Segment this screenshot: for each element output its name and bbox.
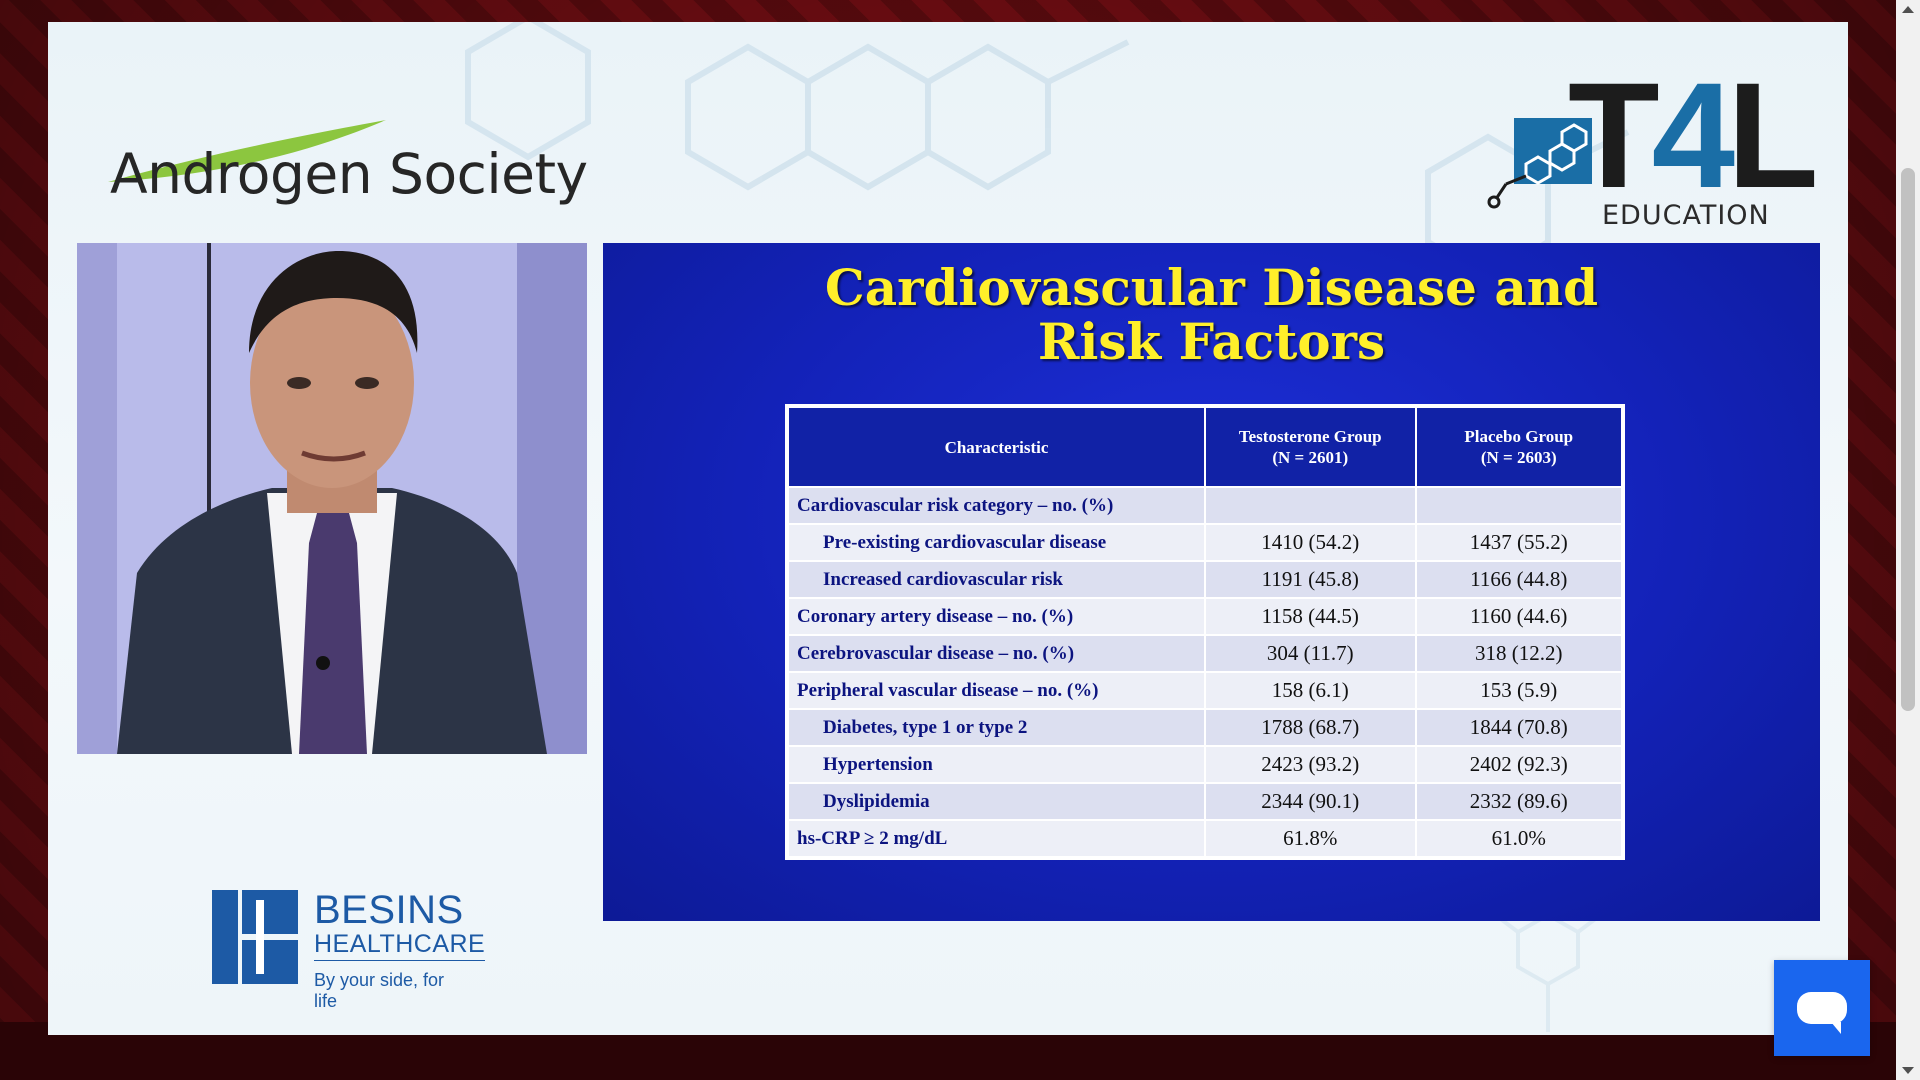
placebo-value: 318 (12.2) bbox=[1414, 634, 1623, 673]
row-label: Hypertension bbox=[787, 745, 1206, 784]
besins-name: BESINS bbox=[314, 888, 464, 932]
testosterone-value: 158 (6.1) bbox=[1204, 671, 1417, 710]
row-label: Cardiovascular risk category – no. (%) bbox=[787, 486, 1206, 525]
table-row: hs-CRP ≥ 2 mg/dL 61.8% 61.0% bbox=[787, 819, 1623, 858]
table-row: Pre-existing cardiovascular disease 1410 … bbox=[787, 523, 1623, 562]
speaker-figure bbox=[77, 243, 587, 754]
besins-healthcare-logo: BESINS HEALTHCARE By your side, for life bbox=[212, 888, 486, 1011]
testosterone-value: 304 (11.7) bbox=[1204, 634, 1417, 673]
placebo-value bbox=[1414, 486, 1623, 525]
testosterone-value: 1158 (44.5) bbox=[1204, 597, 1417, 636]
slide-title-line1: Cardiovascular Disease and bbox=[824, 258, 1599, 317]
risk-factors-table: Characteristic Testosterone Group (N = 2… bbox=[785, 404, 1625, 860]
t4l-t: T bbox=[1568, 51, 1660, 219]
row-label: Peripheral vascular disease – no. (%) bbox=[787, 671, 1206, 710]
video-frame[interactable]: Androgen Society T4L EDUCATION bbox=[48, 22, 1848, 1035]
table-row: Hypertension 2423 (93.2) 2402 (92.3) bbox=[787, 745, 1623, 784]
page-scrollbar[interactable] bbox=[1896, 0, 1920, 1080]
table-row: Dyslipidemia 2344 (90.1) 2332 (89.6) bbox=[787, 782, 1623, 821]
placebo-value: 1160 (44.6) bbox=[1414, 597, 1623, 636]
placebo-value: 1844 (70.8) bbox=[1414, 708, 1623, 747]
chat-icon bbox=[1797, 992, 1847, 1034]
testosterone-value: 2344 (90.1) bbox=[1204, 782, 1417, 821]
androgen-society-text: Androgen Society bbox=[110, 142, 588, 206]
testosterone-value: 1410 (54.2) bbox=[1204, 523, 1417, 562]
table-row: Increased cardiovascular risk 1191 (45.8)… bbox=[787, 560, 1623, 599]
t4l-education-text: EDUCATION bbox=[1602, 200, 1770, 231]
row-label: Pre-existing cardiovascular disease bbox=[787, 523, 1206, 562]
row-label: Diabetes, type 1 or type 2 bbox=[787, 708, 1206, 747]
row-label: Cerebrovascular disease – no. (%) bbox=[787, 634, 1206, 673]
testosterone-value: 1788 (68.7) bbox=[1204, 708, 1417, 747]
placebo-value: 61.0% bbox=[1414, 819, 1623, 858]
placebo-value: 153 (5.9) bbox=[1414, 671, 1623, 710]
scrollbar-thumb[interactable] bbox=[1901, 168, 1915, 711]
presentation-slide: Cardiovascular Disease and Risk Factors … bbox=[603, 243, 1820, 921]
row-label: Coronary artery disease – no. (%) bbox=[787, 597, 1206, 636]
header-testosterone: Testosterone Group (N = 2601) bbox=[1204, 406, 1417, 488]
testosterone-value: 61.8% bbox=[1204, 819, 1417, 858]
t4l-4: 4 bbox=[1651, 51, 1735, 219]
besins-tagline: By your side, for life bbox=[314, 970, 445, 1011]
header-testosterone-n: (N = 2601) bbox=[1272, 448, 1349, 467]
androgen-society-logo: Androgen Society bbox=[106, 100, 588, 210]
slide-title-line2: Risk Factors bbox=[1037, 312, 1386, 371]
chat-button[interactable] bbox=[1774, 960, 1870, 1056]
header-placebo-title: Placebo Group bbox=[1464, 427, 1574, 446]
testosterone-value: 2423 (93.2) bbox=[1204, 745, 1417, 784]
header-placebo: Placebo Group (N = 2603) bbox=[1414, 406, 1623, 488]
table-row: Diabetes, type 1 or type 2 1788 (68.7) 184… bbox=[787, 708, 1623, 747]
chevron-up-icon[interactable] bbox=[1902, 6, 1914, 13]
header-placebo-n: (N = 2603) bbox=[1480, 448, 1557, 467]
table-header-row: Characteristic Testosterone Group (N = 2… bbox=[787, 406, 1623, 488]
besins-mark-icon bbox=[212, 890, 298, 984]
header-testosterone-title: Testosterone Group bbox=[1238, 427, 1382, 446]
leaf-icon bbox=[108, 120, 386, 182]
besins-sub: HEALTHCARE bbox=[314, 930, 486, 961]
table-row: Peripheral vascular disease – no. (%) 158… bbox=[787, 671, 1623, 710]
placebo-value: 2402 (92.3) bbox=[1414, 745, 1623, 784]
molecule-icon bbox=[1487, 118, 1592, 209]
table-row: Cardiovascular risk category – no. (%) bbox=[787, 486, 1623, 525]
row-label: Increased cardiovascular risk bbox=[787, 560, 1206, 599]
slide-title: Cardiovascular Disease and Risk Factors bbox=[603, 261, 1820, 369]
table-row: Coronary artery disease – no. (%) 1158 (4… bbox=[787, 597, 1623, 636]
table-row: Cerebrovascular disease – no. (%) 304 (11… bbox=[787, 634, 1623, 673]
testosterone-value bbox=[1204, 486, 1417, 525]
placebo-value: 1437 (55.2) bbox=[1414, 523, 1623, 562]
t4l-education-logo: T4L EDUCATION bbox=[1486, 60, 1819, 234]
t4l-letters: T4L bbox=[1568, 60, 1819, 210]
chevron-down-icon[interactable] bbox=[1902, 1067, 1914, 1074]
placebo-value: 1166 (44.8) bbox=[1414, 560, 1623, 599]
placebo-value: 2332 (89.6) bbox=[1414, 782, 1623, 821]
row-label: hs-CRP ≥ 2 mg/dL bbox=[787, 819, 1206, 858]
testosterone-value: 1191 (45.8) bbox=[1204, 560, 1417, 599]
t4l-l: L bbox=[1727, 51, 1819, 219]
row-label: Dyslipidemia bbox=[787, 782, 1206, 821]
header-characteristic: Characteristic bbox=[787, 406, 1206, 488]
speaker-video bbox=[77, 243, 587, 754]
